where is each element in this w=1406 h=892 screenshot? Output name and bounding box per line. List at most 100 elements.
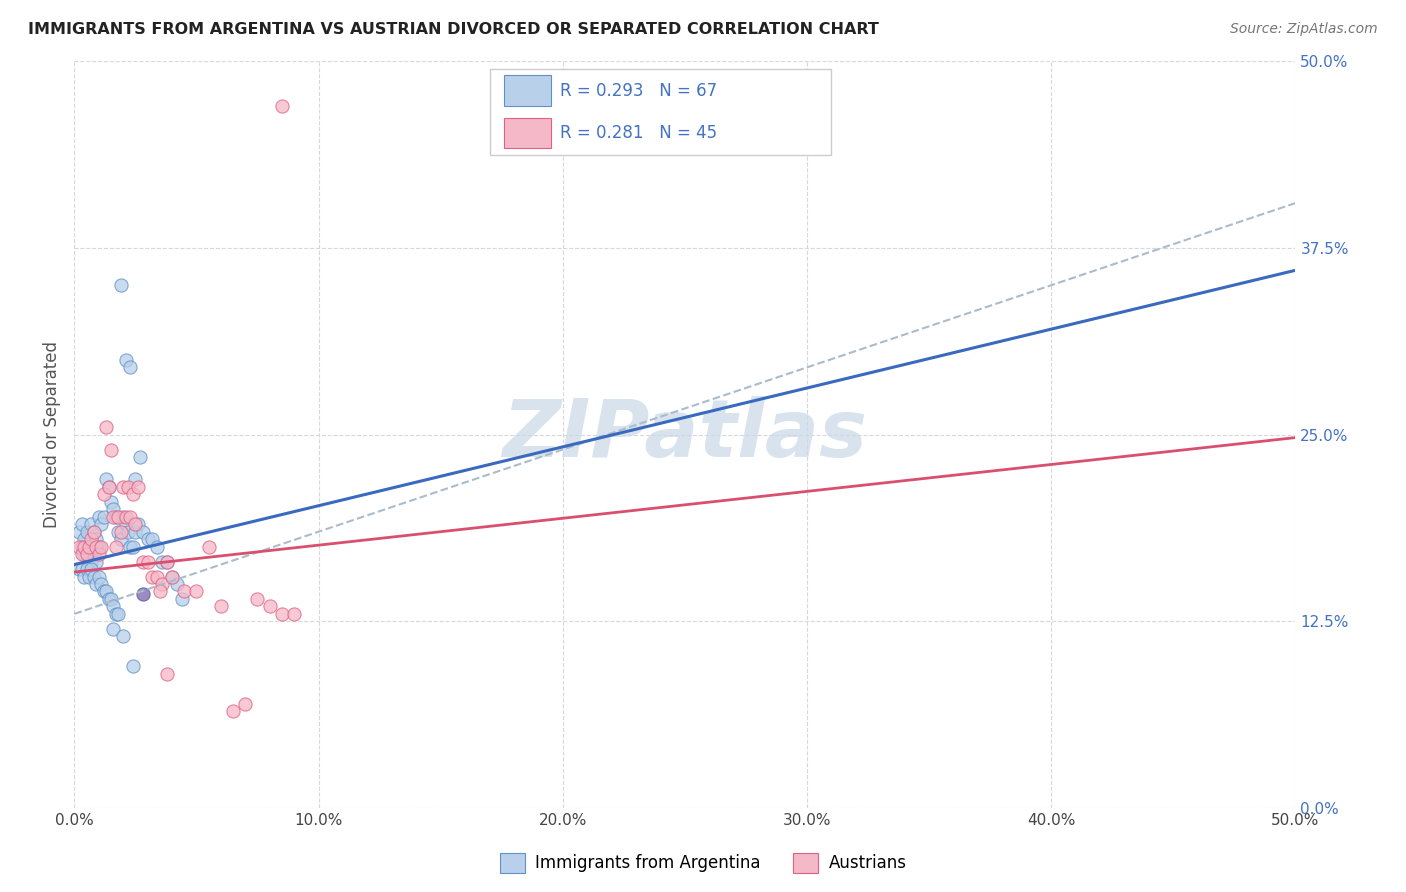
Point (146, 540, 169, 554)
Point (100, 495, 122, 509)
Point (127, 517, 149, 532)
Point (76, 562, 98, 576)
Point (131, 555, 153, 569)
Point (112, 629, 135, 643)
Y-axis label: Divorced or Separated: Divorced or Separated (44, 341, 60, 528)
Point (271, 99, 294, 113)
Point (97, 480, 120, 494)
Point (149, 584, 172, 599)
Point (83, 569, 105, 583)
Point (67, 524, 90, 539)
FancyBboxPatch shape (489, 69, 831, 154)
Point (100, 442, 122, 457)
Point (114, 517, 136, 532)
Point (80, 555, 103, 569)
Point (131, 587, 153, 601)
Point (94, 584, 117, 599)
Point (87, 569, 110, 583)
Point (67, 562, 90, 576)
Point (76, 547, 98, 561)
FancyBboxPatch shape (505, 118, 551, 148)
Point (156, 555, 179, 569)
Point (122, 659, 145, 673)
Point (283, 607, 305, 621)
Point (173, 584, 195, 599)
Point (87, 509, 110, 524)
Point (222, 704, 245, 718)
Point (87, 547, 110, 561)
Point (93, 509, 115, 524)
Point (156, 666, 179, 681)
Point (136, 532, 159, 546)
Text: R = 0.281   N = 45: R = 0.281 N = 45 (561, 124, 717, 142)
Point (160, 569, 183, 583)
Point (73, 540, 96, 554)
Point (107, 524, 129, 539)
Point (76, 547, 98, 561)
Point (170, 591, 193, 606)
Point (77, 569, 100, 583)
Point (166, 577, 188, 591)
Point (110, 278, 132, 293)
Point (83, 547, 105, 561)
Point (93, 584, 115, 599)
Point (80, 532, 103, 546)
Point (141, 569, 163, 583)
Point (110, 532, 132, 546)
Point (107, 607, 129, 621)
Point (94, 472, 117, 486)
Point (124, 517, 146, 532)
Point (124, 524, 146, 539)
Point (127, 480, 149, 494)
Point (80, 517, 103, 532)
Point (103, 502, 125, 516)
Point (104, 540, 127, 554)
Point (146, 569, 169, 583)
Point (136, 555, 159, 569)
Point (73, 547, 96, 561)
Point (103, 599, 125, 614)
Point (186, 584, 208, 599)
Point (107, 509, 129, 524)
Point (259, 599, 281, 614)
Point (93, 487, 115, 501)
Point (150, 577, 173, 591)
Point (112, 480, 135, 494)
Point (76, 524, 98, 539)
Point (120, 360, 142, 375)
Point (129, 450, 152, 464)
Point (124, 472, 146, 486)
Point (114, 509, 136, 524)
Point (131, 524, 153, 539)
Text: ZIPatlas: ZIPatlas (502, 396, 868, 474)
Point (77, 540, 100, 554)
Point (77, 555, 100, 569)
Point (120, 509, 142, 524)
Text: R = 0.293   N = 67: R = 0.293 N = 67 (561, 82, 717, 100)
Point (90, 577, 112, 591)
Point (87, 540, 110, 554)
Point (70, 540, 93, 554)
Point (80, 562, 103, 576)
Point (70, 547, 93, 561)
Point (67, 540, 90, 554)
Point (271, 607, 294, 621)
Point (94, 420, 117, 434)
Point (141, 532, 163, 546)
Point (73, 569, 96, 583)
Point (104, 607, 127, 621)
Point (110, 524, 132, 539)
Point (103, 622, 125, 636)
Point (197, 540, 219, 554)
Point (90, 517, 112, 532)
Point (84, 555, 107, 569)
Point (120, 540, 142, 554)
Point (117, 524, 139, 539)
Point (112, 509, 135, 524)
Point (100, 591, 122, 606)
FancyBboxPatch shape (505, 76, 551, 105)
Point (84, 532, 107, 546)
Point (117, 480, 139, 494)
Point (84, 577, 107, 591)
Point (156, 555, 179, 569)
